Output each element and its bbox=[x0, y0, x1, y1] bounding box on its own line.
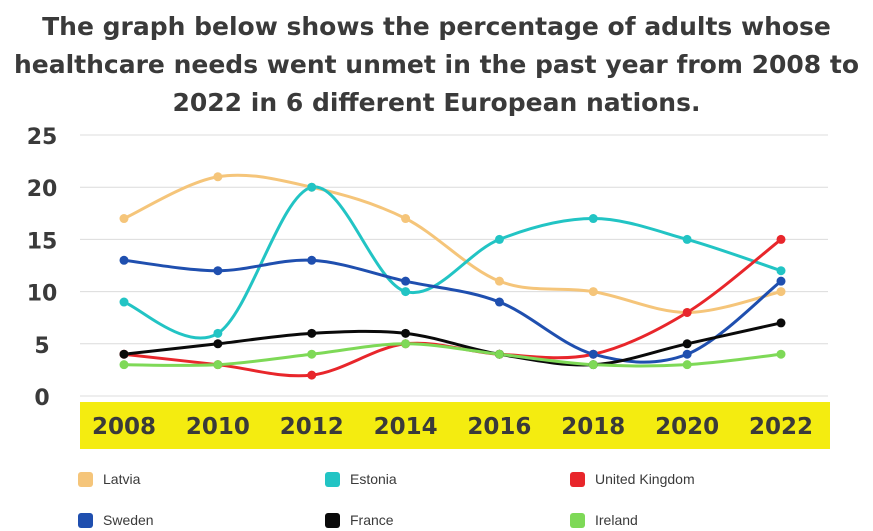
data-point-estonia bbox=[307, 182, 317, 192]
data-point-france bbox=[307, 328, 317, 338]
legend-item-latvia: Latvia bbox=[78, 471, 140, 487]
data-point-latvia bbox=[213, 172, 223, 182]
series-line-france bbox=[122, 321, 783, 367]
legend-label: Ireland bbox=[595, 512, 638, 528]
y-tick-label: 15 bbox=[27, 229, 58, 254]
data-point-sweden bbox=[119, 255, 129, 265]
data-point-latvia bbox=[776, 287, 786, 297]
x-axis-ticks: 2008 2010 2012 2014 2016 2018 2020 2022 bbox=[92, 414, 813, 440]
legend-swatch bbox=[570, 512, 585, 528]
title-line-3: 2022 in 6 different European nations. bbox=[172, 88, 701, 117]
legend-item-estonia: Estonia bbox=[325, 471, 397, 487]
legend-swatch bbox=[325, 512, 340, 528]
data-point-ireland bbox=[494, 349, 504, 359]
x-tick-label: 2022 bbox=[749, 414, 813, 440]
data-point-estonia bbox=[588, 214, 598, 224]
y-axis-ticks: 0 5 10 15 20 25 bbox=[27, 125, 58, 411]
data-point-sweden bbox=[682, 349, 692, 359]
series-line-estonia bbox=[122, 185, 783, 340]
data-point-sweden bbox=[588, 349, 598, 359]
data-point-estonia bbox=[494, 234, 504, 244]
legend-swatch bbox=[78, 471, 93, 487]
data-point-latvia bbox=[494, 276, 504, 286]
y-tick-label: 10 bbox=[27, 282, 58, 307]
legend-item-united-kingdom: United Kingdom bbox=[570, 471, 695, 487]
x-tick-label: 2008 bbox=[92, 414, 156, 440]
chart-title: The graph below shows the percentage of … bbox=[0, 8, 873, 122]
data-point-sweden bbox=[494, 297, 504, 307]
data-point-estonia bbox=[213, 328, 223, 338]
x-axis-band bbox=[80, 402, 830, 449]
y-tick-label: 20 bbox=[27, 177, 58, 202]
data-point-ireland bbox=[776, 349, 786, 359]
legend-label: United Kingdom bbox=[595, 471, 695, 487]
legend-label: Estonia bbox=[350, 471, 397, 487]
data-point-sweden bbox=[401, 276, 411, 286]
data-point-ireland bbox=[682, 360, 692, 370]
x-tick-label: 2020 bbox=[655, 414, 719, 440]
legend-swatch bbox=[78, 512, 93, 528]
data-point-united-kingdom bbox=[307, 370, 317, 380]
data-point-ireland bbox=[401, 339, 411, 349]
data-point-estonia bbox=[682, 234, 692, 244]
legend-label: Sweden bbox=[103, 512, 154, 528]
data-point-ireland bbox=[307, 349, 317, 359]
data-point-france bbox=[213, 339, 223, 349]
legend-item-sweden: Sweden bbox=[78, 512, 154, 528]
data-point-sweden bbox=[776, 276, 786, 286]
legend-label: France bbox=[350, 512, 394, 528]
series-lines bbox=[122, 173, 783, 378]
y-tick-label: 0 bbox=[34, 386, 49, 411]
data-point-united-kingdom bbox=[776, 234, 786, 244]
x-tick-label: 2016 bbox=[467, 414, 531, 440]
x-tick-label: 2012 bbox=[280, 414, 344, 440]
data-point-united-kingdom bbox=[682, 307, 692, 317]
series-points bbox=[119, 172, 786, 380]
data-point-france bbox=[682, 339, 692, 349]
series-line-ireland bbox=[122, 342, 783, 368]
data-point-france bbox=[119, 349, 129, 359]
data-point-france bbox=[401, 328, 411, 338]
data-point-france bbox=[776, 318, 786, 328]
y-tick-label: 5 bbox=[34, 334, 49, 359]
data-point-ireland bbox=[588, 360, 598, 370]
legend-item-ireland: Ireland bbox=[570, 512, 638, 528]
data-point-latvia bbox=[119, 214, 129, 224]
legend-label: Latvia bbox=[103, 471, 141, 487]
data-point-ireland bbox=[119, 360, 129, 370]
title-line-1: The graph below shows the percentage of … bbox=[42, 12, 831, 41]
data-point-ireland bbox=[213, 360, 223, 370]
data-point-estonia bbox=[119, 297, 129, 307]
x-tick-label: 2014 bbox=[374, 414, 438, 440]
data-point-latvia bbox=[401, 214, 411, 224]
data-point-sweden bbox=[307, 255, 317, 265]
data-point-sweden bbox=[213, 266, 223, 276]
x-tick-label: 2018 bbox=[561, 414, 625, 440]
grid-lines bbox=[80, 134, 828, 397]
legend-swatch bbox=[325, 471, 340, 487]
data-point-estonia bbox=[401, 287, 411, 297]
data-point-latvia bbox=[588, 287, 598, 297]
y-tick-label: 25 bbox=[27, 125, 58, 150]
x-tick-label: 2010 bbox=[186, 414, 250, 440]
legend-item-france: France bbox=[325, 512, 394, 528]
title-line-2: healthcare needs went unmet in the past … bbox=[13, 50, 860, 79]
data-point-estonia bbox=[776, 266, 786, 276]
legend-swatch bbox=[570, 471, 585, 487]
